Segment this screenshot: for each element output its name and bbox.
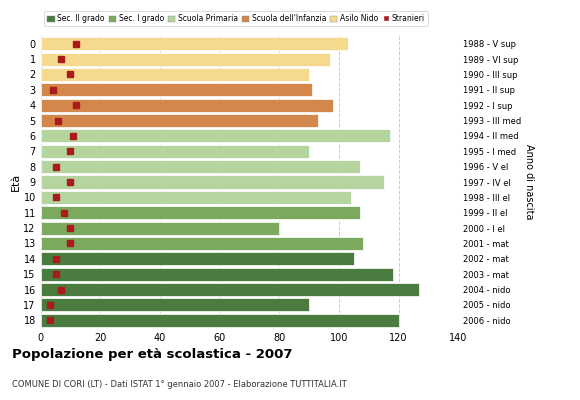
- Bar: [41, 129, 390, 142]
- Legend: Sec. II grado, Sec. I grado, Scuola Primaria, Scuola dell'Infanzia, Asilo Nido, : Sec. II grado, Sec. I grado, Scuola Prim…: [45, 11, 428, 26]
- Y-axis label: Anno di nascita: Anno di nascita: [524, 144, 534, 220]
- Bar: [41, 298, 309, 312]
- Bar: [41, 68, 309, 81]
- Bar: [41, 283, 419, 296]
- Text: Popolazione per età scolastica - 2007: Popolazione per età scolastica - 2007: [12, 348, 292, 361]
- Bar: [41, 314, 398, 327]
- Bar: [41, 206, 360, 219]
- Bar: [41, 176, 383, 188]
- Bar: [41, 52, 330, 66]
- Bar: [41, 268, 393, 281]
- Bar: [41, 237, 362, 250]
- Bar: [41, 252, 354, 265]
- Bar: [41, 160, 360, 173]
- Bar: [41, 83, 312, 96]
- Bar: [41, 99, 333, 112]
- Bar: [41, 114, 318, 127]
- Bar: [41, 145, 309, 158]
- Bar: [41, 191, 351, 204]
- Bar: [41, 222, 279, 235]
- Bar: [41, 37, 348, 50]
- Text: COMUNE DI CORI (LT) - Dati ISTAT 1° gennaio 2007 - Elaborazione TUTTITALIA.IT: COMUNE DI CORI (LT) - Dati ISTAT 1° genn…: [12, 380, 346, 389]
- Y-axis label: Età: Età: [10, 173, 20, 191]
